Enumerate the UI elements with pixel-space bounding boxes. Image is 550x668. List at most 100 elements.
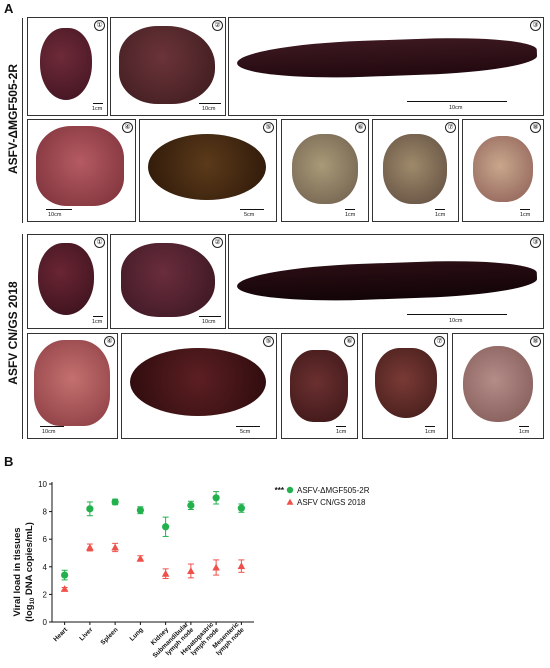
tile-hepatogastric-lymph-node-attenuated: ⑦ 1cm xyxy=(372,119,459,222)
tile-kidney-attenuated: ⑤ 5cm xyxy=(139,119,277,222)
point-1-1 xyxy=(86,543,94,551)
tile-number: ⑤ xyxy=(263,122,274,133)
point-1-6 xyxy=(212,563,220,571)
scale-bar xyxy=(336,426,346,427)
scale-bar xyxy=(236,426,260,427)
scale-label: 10cm xyxy=(449,318,463,324)
liver-image xyxy=(121,243,215,317)
tile-number: ③ xyxy=(530,20,541,31)
tile-number: ⑧ xyxy=(530,336,541,347)
scale-label: 1cm xyxy=(336,429,347,435)
group-bracket-top xyxy=(22,18,23,223)
tile-hepatogastric-lymph-node-wild-type: ⑦ 1cm xyxy=(362,333,448,439)
liver-image xyxy=(119,26,215,104)
lymph-node-image xyxy=(292,134,358,204)
tile-number: ⑤ xyxy=(263,336,274,347)
legend-marker-0 xyxy=(286,486,294,494)
tile-heart-attenuated: ① 1cm xyxy=(27,17,108,116)
lymph-node-image xyxy=(473,136,533,202)
x-tick-label-line: Liver xyxy=(78,626,94,642)
scale-bar xyxy=(240,209,264,210)
lymph-node-image xyxy=(290,350,348,422)
scale-bar xyxy=(46,209,72,210)
panel-b-label: B xyxy=(4,454,14,469)
point-0-0 xyxy=(61,571,69,579)
point-1-5 xyxy=(187,567,195,574)
scale-label: 1cm xyxy=(92,106,103,112)
point-0-2 xyxy=(111,498,119,506)
tile-spleen-wild-type: ③ 10cm xyxy=(228,234,544,329)
scale-label: 1cm xyxy=(425,429,436,435)
point-0-1 xyxy=(86,505,94,513)
tile-lung-attenuated: ④ 10cm xyxy=(27,119,136,222)
scale-bar xyxy=(407,314,507,315)
tile-number: ② xyxy=(212,20,223,31)
lung-image xyxy=(34,340,110,426)
x-tick-label-line: Lung xyxy=(129,626,145,642)
point-0-4 xyxy=(162,523,170,531)
heart-image xyxy=(40,28,92,100)
scale-bar xyxy=(425,426,435,427)
y-tick-label: 10 xyxy=(38,480,47,489)
y-tick-label: 4 xyxy=(43,563,48,572)
significance-marker: *** xyxy=(275,486,285,495)
scale-label: 1cm xyxy=(435,212,446,218)
tile-number: ⑦ xyxy=(445,122,456,133)
lymph-node-image xyxy=(383,134,447,204)
group-label-wild-type: ASFV CN/GS 2018 xyxy=(6,281,20,385)
tile-number: ① xyxy=(94,20,105,31)
tile-number: ⑥ xyxy=(355,122,366,133)
legend-label-1: ASFV CN/GS 2018 xyxy=(297,498,366,507)
x-tick-label-line: Spleen xyxy=(100,626,120,646)
x-tick-label-3: Lung xyxy=(129,626,145,642)
point-1-7 xyxy=(237,562,246,570)
scale-label: 10cm xyxy=(42,429,56,435)
lymph-node-image xyxy=(463,346,533,422)
tile-lung-wild-type: ④ 10cm xyxy=(27,333,118,439)
y-tick-label: 2 xyxy=(43,590,48,599)
tile-mesenteric-lymph-node-wild-type: ⑧ 1cm xyxy=(452,333,544,439)
tile-liver-attenuated: ② 10cm xyxy=(110,17,226,116)
lymph-node-image xyxy=(375,348,437,418)
point-0-3 xyxy=(136,506,144,514)
scale-bar xyxy=(519,426,529,427)
spleen-image xyxy=(236,34,538,82)
tile-number: ⑧ xyxy=(530,122,541,133)
point-0-7 xyxy=(237,504,245,512)
point-1-2 xyxy=(111,543,119,551)
scale-bar xyxy=(93,103,103,104)
scale-bar xyxy=(435,209,445,210)
spleen-image xyxy=(236,257,538,305)
scale-bar xyxy=(199,103,221,104)
scale-label: 5cm xyxy=(244,212,255,218)
tile-number: ② xyxy=(212,237,223,248)
x-tick-label-0: Heart xyxy=(52,626,69,643)
tile-number: ③ xyxy=(530,237,541,248)
scale-label: 1cm xyxy=(345,212,356,218)
point-1-4 xyxy=(161,569,170,577)
y-axis-title-line2: (log10 DNA copies/mL) xyxy=(24,522,36,622)
point-0-6 xyxy=(212,494,220,502)
scale-label: 10cm xyxy=(202,106,216,112)
lung-image xyxy=(36,126,124,206)
y-tick-label: 0 xyxy=(43,618,48,627)
tile-submandibular-lymph-node-attenuated: ⑥ 1cm xyxy=(281,119,369,222)
scale-label: 1cm xyxy=(92,319,103,325)
scale-label: 1cm xyxy=(519,429,530,435)
tile-number: ① xyxy=(94,237,105,248)
x-tick-label-line: Heart xyxy=(52,626,69,643)
x-tick-label-1: Liver xyxy=(78,626,94,642)
tile-heart-wild-type: ① 1cm xyxy=(27,234,108,329)
tile-number: ⑥ xyxy=(344,336,355,347)
scale-bar xyxy=(407,101,507,102)
y-tick-label: 8 xyxy=(43,508,48,517)
y-axis-title-line1: Viral load in tissues xyxy=(12,527,23,616)
scale-bar xyxy=(345,209,355,210)
tile-spleen-attenuated: ③ 10cm xyxy=(228,17,544,116)
scale-label: 10cm xyxy=(48,212,62,218)
y-tick-label: 6 xyxy=(43,535,48,544)
scale-bar xyxy=(520,209,530,210)
kidney-image xyxy=(130,348,266,416)
heart-image xyxy=(38,243,94,315)
legend-label-0: ASFV-ΔMGF505-2R xyxy=(297,486,370,495)
